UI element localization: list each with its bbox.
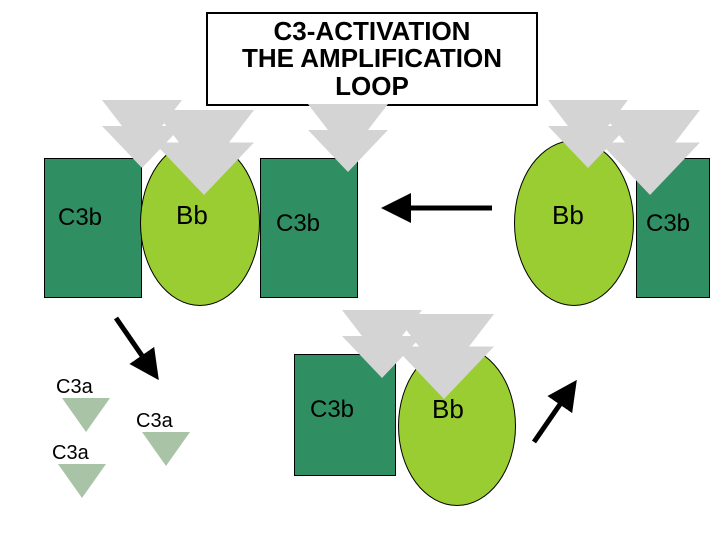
bb-label: Bb (552, 200, 584, 231)
arrow-layer (0, 0, 720, 540)
c3b-label: C3b (646, 210, 690, 238)
c3a-label: C3a (52, 442, 89, 465)
c3b-label: C3b (276, 210, 320, 238)
c3a-triangle-icon (58, 464, 106, 500)
black-arrow (116, 318, 156, 376)
bb-label: Bb (432, 394, 464, 425)
c3b-label: C3b (58, 204, 102, 232)
c3b-label: C3b (310, 396, 354, 424)
c3a-triangle (142, 432, 190, 473)
c3a-label: C3a (136, 410, 173, 433)
c3a-triangle-icon (142, 432, 190, 468)
c3a-triangle (62, 398, 110, 439)
c3a-label: C3a (56, 376, 93, 399)
c3a-triangle-icon (62, 398, 110, 434)
bb-label: Bb (176, 200, 208, 231)
c3a-triangle (58, 464, 106, 505)
black-arrow (534, 384, 574, 442)
